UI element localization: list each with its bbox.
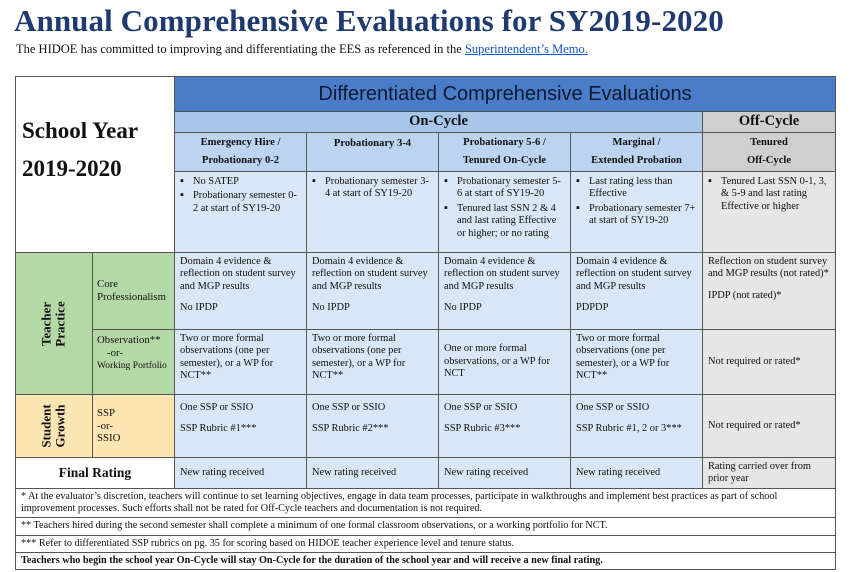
final-rating-emergency-hire: New rating received — [174, 457, 307, 489]
core-professionalism-label: Core Professionalism — [92, 252, 175, 330]
ssp-ssio-label: SSP -or- SSIO — [92, 394, 175, 458]
ssp-rubric: SSP Rubric #1, 2 or 3*** — [576, 423, 682, 435]
criteria-emergency-hire: No SATEP Probationary semester 0-2 at st… — [174, 171, 307, 253]
criteria-item: Probationary semester 0-2 at start of SY… — [180, 189, 300, 215]
criteria-item: Last rating less than Effective — [576, 175, 696, 201]
ssp-cell-off-cycle: Not required or rated* — [701, 394, 837, 458]
school-year-label: School Year — [22, 118, 139, 143]
ssio-label: SSIO — [97, 432, 121, 445]
category-line: Off-Cycle — [746, 155, 792, 166]
evaluation-table: School Year 2019-2020 Differentiated Com… — [14, 76, 837, 571]
criteria-item: Probationary semester 7+ at start of SY1… — [576, 202, 696, 228]
page-title: Annual Comprehensive Evaluations for SY2… — [14, 3, 724, 38]
footnote-final-rule: Teachers who begin the school year On-Cy… — [14, 551, 837, 571]
criteria-item: No SATEP — [180, 175, 300, 189]
student-growth-line: Student — [38, 404, 54, 448]
core-sub: No IPDP — [180, 302, 218, 314]
core-sub: No IPDP — [312, 302, 350, 314]
category-line: Tenured On-Cycle — [462, 155, 547, 166]
table-header: Differentiated Comprehensive Evaluations — [173, 76, 837, 112]
category-line: Tenured — [750, 137, 788, 148]
criteria-item: Probationary semester 3-4 at start of SY… — [312, 175, 432, 201]
category-line: Extended Probation — [591, 155, 682, 166]
on-cycle-header: On-Cycle — [174, 111, 703, 133]
school-year-cell: School Year 2019-2020 — [15, 76, 175, 253]
criteria-item: Probationary semester 5-6 at start of SY… — [444, 175, 564, 201]
final-rating-label: Final Rating — [15, 457, 175, 489]
observation-label-wp: Working Portfolio — [97, 359, 167, 371]
category-probationary-5-6: Probationary 5-6 / Tenured On-Cycle — [438, 132, 571, 172]
observation-label-or: -or- — [107, 346, 123, 359]
ssp-text: One SSP or SSIO — [180, 402, 254, 413]
category-line: Probationary 0-2 — [201, 155, 280, 166]
core-sub: No IPDP — [444, 302, 482, 314]
core-text: Domain 4 evidence & reflection on studen… — [576, 256, 692, 292]
student-growth-label: Student Growth — [15, 394, 93, 458]
core-cell-emergency-hire: Domain 4 evidence & reflection on studen… — [174, 252, 307, 330]
subtitle-text: The HIDOE has committed to improving and… — [16, 42, 465, 56]
observation-cell-marginal: Two or more formal observations (one per… — [570, 329, 703, 395]
final-rating-probationary-5-6: New rating received — [438, 457, 571, 489]
observation-cell-probationary-5-6: One or more formal observations, or a WP… — [438, 329, 571, 395]
criteria-item: Tenured Last SSN 0-1, 3, & 5-9 and last … — [708, 175, 829, 213]
ssp-rubric: SSP Rubric #2*** — [312, 423, 389, 435]
category-tenured-off-cycle: Tenured Off-Cycle — [701, 132, 837, 172]
ssp-rubric: SSP Rubric #1*** — [180, 423, 257, 435]
category-probationary-3-4: Probationary 3-4 — [306, 132, 439, 172]
observation-cell-off-cycle: Not required or rated* — [701, 329, 837, 395]
core-cell-marginal: Domain 4 evidence & reflection on studen… — [570, 252, 703, 330]
ssp-text: One SSP or SSIO — [576, 402, 650, 413]
ssp-cell-probationary-3-4: One SSP or SSIO SSP Rubric #2*** — [306, 394, 439, 458]
ssp-text: One SSP or SSIO — [444, 402, 518, 413]
observation-label: Observation** -or- Working Portfolio — [92, 329, 175, 395]
school-year-value: 2019-2020 — [22, 155, 122, 181]
core-cell-probationary-3-4: Domain 4 evidence & reflection on studen… — [306, 252, 439, 330]
ssp-cell-emergency-hire: One SSP or SSIO SSP Rubric #1*** — [174, 394, 307, 458]
footnote-2: ** Teachers hired during the second seme… — [14, 517, 837, 536]
core-sub: IPDP (not rated)* — [708, 289, 782, 301]
category-line: Emergency Hire / — [200, 137, 281, 148]
footnote-3: *** Refer to differentiated SSP rubrics … — [14, 534, 837, 553]
category-marginal: Marginal / Extended Probation — [570, 132, 703, 172]
criteria-probationary-5-6: Probationary semester 5-6 at start of SY… — [438, 171, 571, 253]
ssp-text: One SSP or SSIO — [312, 402, 386, 413]
observation-label-main: Observation** — [97, 334, 161, 346]
teacher-practice-line: Teacher — [38, 301, 54, 346]
core-sub: PDPDP — [576, 302, 609, 314]
final-rating-marginal: New rating received — [570, 457, 703, 489]
core-cell-off-cycle: Reflection on student survey and MGP res… — [701, 252, 837, 330]
category-line: Probationary 3-4 — [333, 138, 412, 149]
off-cycle-header: Off-Cycle — [701, 111, 837, 133]
observation-cell-emergency-hire: Two or more formal observations (one per… — [174, 329, 307, 395]
category-line: Probationary 5-6 / — [463, 137, 546, 148]
criteria-probationary-3-4: Probationary semester 3-4 at start of SY… — [306, 171, 439, 253]
category-line: Marginal / — [612, 137, 661, 148]
criteria-marginal: Last rating less than Effective Probatio… — [570, 171, 703, 253]
student-growth-line: Growth — [53, 404, 68, 448]
final-rating-off-cycle: Rating carried over from prior year — [701, 457, 837, 489]
ssp-cell-marginal: One SSP or SSIO SSP Rubric #1, 2 or 3*** — [570, 394, 703, 458]
criteria-tenured-off-cycle: Tenured Last SSN 0-1, 3, & 5-9 and last … — [701, 171, 837, 253]
core-text: Domain 4 evidence & reflection on studen… — [312, 256, 428, 292]
subtitle: The HIDOE has committed to improving and… — [16, 42, 588, 57]
observation-cell-probationary-3-4: Two or more formal observations (one per… — [306, 329, 439, 395]
category-emergency-hire: Emergency Hire / Probationary 0-2 — [174, 132, 307, 172]
ssp-rubric: SSP Rubric #3*** — [444, 423, 521, 435]
superintendent-memo-link[interactable]: Superintendent’s Memo. — [464, 42, 588, 56]
core-text: Domain 4 evidence & reflection on studen… — [180, 256, 296, 292]
core-text: Reflection on student survey and MGP res… — [708, 256, 829, 280]
footnote-1: * At the evaluator’s discretion, teacher… — [14, 487, 837, 519]
ssp-cell-probationary-5-6: One SSP or SSIO SSP Rubric #3*** — [438, 394, 571, 458]
ssp-or-label: -or- — [97, 419, 113, 432]
criteria-item: Tenured last SSN 2 & 4 and last rating E… — [444, 202, 564, 240]
ssp-label: SSP — [97, 406, 116, 419]
final-rating-probationary-3-4: New rating received — [306, 457, 439, 489]
core-cell-probationary-5-6: Domain 4 evidence & reflection on studen… — [438, 252, 571, 330]
core-text: Domain 4 evidence & reflection on studen… — [444, 256, 560, 292]
teacher-practice-label: Teacher Practice — [15, 252, 93, 395]
teacher-practice-line: Practice — [53, 300, 68, 347]
